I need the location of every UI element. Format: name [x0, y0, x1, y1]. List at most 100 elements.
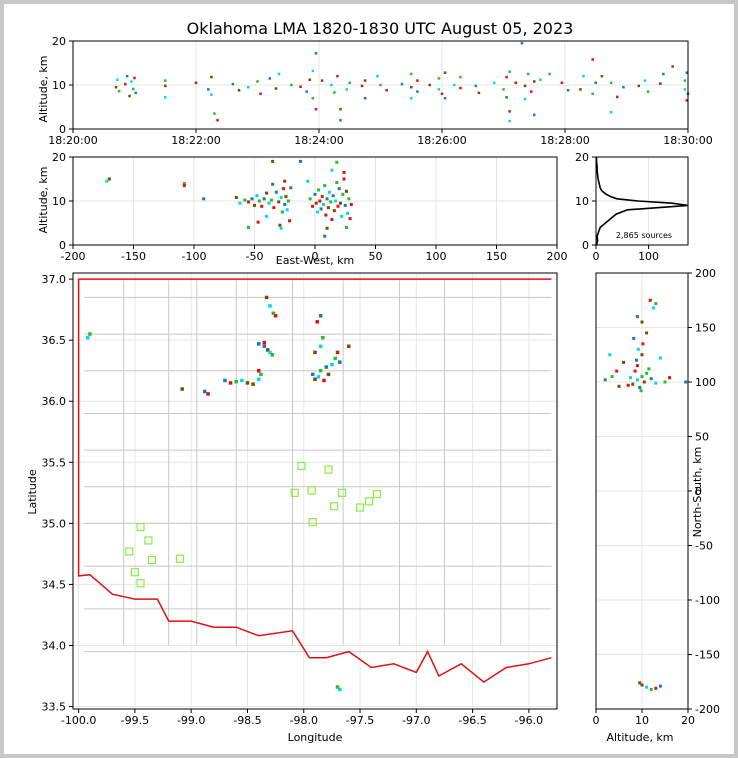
lightning-source-point: [262, 340, 267, 345]
lightning-source-point: [265, 191, 269, 195]
lightning-source-point: [318, 199, 322, 203]
lightning-source-point: [279, 226, 283, 230]
lightning-source-point: [617, 384, 621, 388]
y-tick-label: 20: [575, 151, 589, 164]
y-tick-label: 20: [52, 35, 66, 48]
lightning-source-point: [505, 96, 508, 99]
lightning-source-point: [523, 97, 527, 101]
lightning-source-point: [317, 188, 321, 192]
lightning-source-point: [360, 84, 364, 88]
lightning-source-point: [313, 350, 317, 355]
lightning-source-point: [529, 90, 533, 93]
lma-station-marker: [136, 579, 145, 588]
lightning-source-point: [328, 190, 332, 194]
y-tick-label: -100: [695, 594, 720, 607]
lightning-source-point: [330, 83, 333, 87]
lightning-source-point: [262, 197, 266, 201]
lightning-source-point: [410, 72, 413, 76]
y-tick-label: 20: [52, 151, 66, 164]
lightning-source-point: [683, 79, 687, 82]
lightning-source-point: [526, 72, 530, 76]
lightning-source-point: [182, 181, 186, 185]
x-tick-label: 18:28:00: [540, 134, 589, 147]
lightning-source-point: [659, 82, 662, 85]
lightning-source-point: [416, 90, 419, 93]
lightning-source-point: [322, 378, 326, 383]
lightning-source-point: [335, 181, 339, 185]
lightning-source-point: [440, 92, 444, 96]
lightning-source-point: [533, 113, 536, 117]
lightning-source-point: [283, 179, 287, 183]
lightning-source-point: [305, 90, 308, 93]
lightning-source-point: [334, 199, 338, 203]
lightning-source-point: [326, 206, 330, 210]
lightning-source-point: [316, 375, 321, 379]
lightning-source-point: [237, 89, 241, 92]
y-tick-label: -150: [695, 649, 720, 662]
ns-ylabel: North-South, km: [691, 447, 704, 538]
lightning-source-point: [286, 199, 290, 203]
lightning-source-point: [202, 197, 206, 201]
lightning-source-point: [348, 81, 351, 85]
lightning-source-point: [274, 87, 278, 90]
lma-station-marker: [297, 461, 306, 471]
lightning-source-point: [246, 225, 250, 229]
lightning-source-point: [654, 381, 658, 385]
lightning-source-point: [332, 209, 336, 213]
lightning-source-point: [128, 94, 131, 98]
lightning-source-point: [277, 200, 281, 204]
lightning-source-point: [255, 194, 259, 198]
lightning-source-point: [325, 226, 329, 230]
lightning-source-point: [560, 81, 564, 85]
lightning-source-point: [640, 353, 644, 357]
lightning-source-point: [288, 219, 292, 223]
lightning-source-point: [257, 199, 261, 203]
lightning-source-point: [107, 177, 111, 181]
lma-station-marker: [324, 465, 333, 474]
lightning-source-point: [658, 684, 662, 688]
lightning-source-point: [508, 119, 511, 123]
lightning-source-point: [256, 377, 261, 382]
x-tick-label: 0: [593, 250, 600, 263]
lightning-source-point: [194, 81, 198, 85]
x-tick-label: -99.5: [121, 714, 149, 727]
x-tick-label: 18:20:00: [48, 134, 97, 147]
lightning-source-point: [314, 201, 318, 205]
lightning-source-point: [635, 315, 639, 319]
lightning-source-point: [207, 88, 210, 91]
lightning-source-point: [641, 342, 645, 346]
lightning-source-point: [314, 107, 318, 111]
lightning-source-point: [379, 83, 382, 87]
lightning-source-point: [609, 111, 613, 114]
lightning-source-point: [663, 380, 667, 384]
lightning-source-point: [228, 381, 233, 385]
time-height-panel: 18:20:00 18:22:00 18:24:00 18:26:00 18:28:00…: [48, 35, 712, 147]
lightning-source-point: [308, 78, 312, 81]
lightning-source-point: [320, 79, 324, 82]
axes-frame: [72, 272, 558, 710]
lightning-source-point: [684, 380, 688, 384]
lightning-source-point: [330, 362, 334, 367]
lightning-source-point: [342, 177, 346, 181]
lightning-source-point: [88, 332, 92, 336]
x-tick-label: 0: [312, 250, 319, 263]
lightning-source-point: [273, 313, 278, 318]
lightning-source-point: [647, 367, 651, 371]
lma-station-marker: [307, 486, 316, 495]
x-tick-label: -50: [246, 250, 264, 263]
x-tick-label: -97.0: [402, 714, 430, 727]
lightning-source-point: [85, 335, 90, 340]
lightning-source-point: [345, 88, 348, 91]
lightning-source-point: [259, 92, 262, 96]
lightning-source-point: [640, 375, 644, 379]
lightning-source-point: [654, 686, 658, 690]
lightning-source-point: [132, 87, 135, 91]
lightning-source-point: [326, 372, 331, 377]
lightning-source-point: [477, 91, 481, 95]
lightning-source-point: [320, 195, 324, 199]
ew-ylabel: Altitude, km: [37, 166, 50, 233]
lightning-source-point: [289, 186, 293, 190]
lightning-source-point: [508, 70, 511, 74]
lightning-source-point: [646, 90, 650, 93]
lightning-source-point: [579, 88, 582, 91]
